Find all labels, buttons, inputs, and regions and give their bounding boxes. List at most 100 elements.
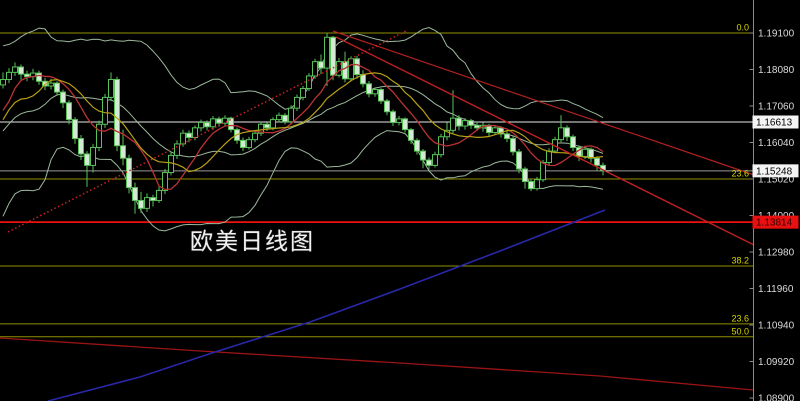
candle-body <box>300 87 306 98</box>
candle-body <box>570 136 576 149</box>
candle-body <box>150 197 156 201</box>
candle-body <box>90 147 96 166</box>
candle-body <box>474 124 480 129</box>
candle-body <box>516 151 522 170</box>
axis-tick-label: 1.17060 <box>758 101 795 112</box>
candle-body <box>390 111 396 123</box>
candle-body <box>48 82 54 87</box>
candle-body <box>378 89 384 102</box>
candle-body <box>528 181 534 190</box>
bollinger-lower-band <box>2 130 604 232</box>
candle-body <box>216 118 222 124</box>
candle-body <box>546 150 552 164</box>
price-axis-area <box>753 0 800 401</box>
candle-body <box>354 58 360 76</box>
candle-body <box>582 148 588 157</box>
candle-body <box>174 143 180 156</box>
candle-body <box>0 79 6 86</box>
candle-body <box>522 168 528 183</box>
candle-body <box>402 118 408 131</box>
chart-title-label: 欧美日线图 <box>190 229 315 255</box>
candle-body <box>36 72 42 82</box>
candle-body <box>564 127 570 138</box>
candle-body <box>312 61 318 77</box>
candle-body <box>306 75 312 89</box>
candle-body <box>42 80 48 87</box>
long-term-blue-line <box>47 209 606 401</box>
candle-body <box>84 153 90 166</box>
candle-body <box>288 107 294 123</box>
candle-body <box>162 172 168 191</box>
ma-slow-yellow-line <box>2 72 604 173</box>
candle-body <box>264 123 270 129</box>
candle-body <box>180 132 186 145</box>
candle-body <box>60 91 66 104</box>
axis-price-box <box>752 215 799 229</box>
candle-body <box>330 36 336 76</box>
candle-body <box>198 121 204 129</box>
fib-level-label: 0.0 <box>736 23 749 33</box>
candle-body <box>114 79 120 147</box>
descending-trendline-a <box>332 30 755 176</box>
candle-body <box>204 121 210 128</box>
long-term-red-line <box>0 337 754 391</box>
axis-tick-label: 1.08900 <box>758 393 795 401</box>
candle-body <box>366 83 372 95</box>
axis-price-box-label: 1.13814 <box>756 218 793 229</box>
candle-body <box>246 139 252 149</box>
candle-body <box>144 197 150 209</box>
axis-tick-label: 1.16040 <box>758 138 795 149</box>
candle-body <box>54 82 60 93</box>
axis-tick-label: 1.09920 <box>758 357 795 368</box>
candle-body <box>78 138 84 155</box>
candle-body <box>432 154 438 166</box>
axis-tick-label: 1.10940 <box>758 320 795 331</box>
candle-body <box>276 114 282 121</box>
candle-body <box>558 127 564 141</box>
descending-trendline-b <box>335 36 755 246</box>
axis-price-box <box>752 115 799 129</box>
candle-body <box>186 132 192 138</box>
candle-body <box>444 129 450 138</box>
candle-body <box>348 58 354 80</box>
candle-body <box>270 119 276 129</box>
candle-body <box>408 129 414 141</box>
candle-body <box>192 127 198 138</box>
candle-body <box>414 139 420 152</box>
candle-body <box>252 132 258 141</box>
candle-body <box>126 157 132 189</box>
fib-level-label: 50.0 <box>731 326 749 336</box>
candle-body <box>222 117 228 124</box>
candle-body <box>342 61 348 80</box>
candle-body <box>138 199 144 209</box>
candle-body <box>438 136 444 156</box>
candle-body <box>540 162 546 181</box>
candle-body <box>372 89 378 95</box>
fib-level-label: 23.6 <box>731 168 749 178</box>
candle-body <box>450 117 456 131</box>
candle-body <box>24 73 30 78</box>
candle-body <box>456 117 462 127</box>
axis-tick-label: 1.15020 <box>758 174 795 185</box>
axis-tick-label: 1.19100 <box>758 29 795 40</box>
candle-body <box>132 187 138 201</box>
fib-level-label: 38.2 <box>731 255 749 265</box>
candle-body <box>240 139 246 149</box>
candle-body <box>396 118 402 123</box>
candle-body <box>384 100 390 113</box>
candle-body <box>282 114 288 123</box>
candle-body <box>468 120 474 126</box>
candle-body <box>18 66 24 75</box>
candle-body <box>588 148 594 159</box>
ma-fast-red-line <box>2 63 604 191</box>
candle-body <box>462 120 468 127</box>
axis-price-box-label: 1.16613 <box>756 117 793 128</box>
candle-body <box>12 66 18 73</box>
candle-body <box>336 61 342 76</box>
candle-body <box>420 150 426 161</box>
candle-body <box>210 118 216 128</box>
candle-body <box>156 189 162 201</box>
